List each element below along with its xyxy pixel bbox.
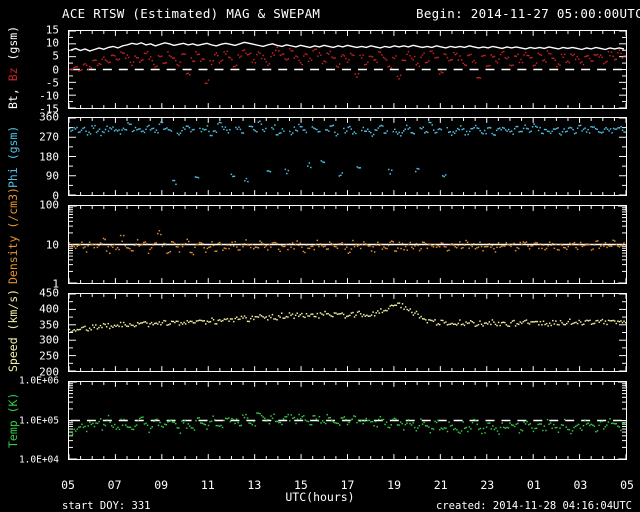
begin-timestamp: Begin: 2014-11-27 05:00:00UTC — [416, 6, 640, 21]
ytick-label: 5 — [52, 49, 59, 63]
ytick-label: -5 — [45, 76, 59, 90]
yaxis-label-4: Speed (km/s) — [6, 288, 20, 372]
xtick-label: 09 — [154, 478, 169, 492]
created-timestamp: created: 2014-11-28 04:16:04UTC — [436, 500, 632, 512]
ytick-label: -10 — [39, 89, 59, 103]
xtick-label: 19 — [387, 478, 402, 492]
yaxis-label-3: Density (/cm3) — [6, 187, 20, 284]
ytick-labels-1: 15 10 5 0 -5 -10 -15 — [0, 24, 64, 116]
xtick-label: 15 — [293, 478, 308, 492]
chart-title: ACE RTSW (Estimated) MAG & SWEPAM — [62, 6, 321, 21]
ytick-label: 400 — [39, 302, 59, 316]
series-temp — [69, 412, 626, 437]
xtick-label: 05 — [61, 478, 75, 492]
ytick-label: 90 — [45, 169, 59, 183]
ytick-label: 350 — [39, 318, 59, 332]
plot-panel-3 — [68, 205, 627, 284]
ytick-label: 1 — [52, 277, 59, 291]
plot-panel-5 — [68, 381, 627, 460]
series-speed — [69, 302, 626, 333]
plot-area-1 — [69, 31, 626, 108]
series-bt — [70, 41, 625, 52]
ytick-labels-4: 450 400 350 300 250 200 — [0, 287, 64, 379]
ytick-label: 10 — [45, 36, 59, 50]
ytick-label: 10 — [45, 238, 59, 251]
yaxis-label-part: Bz — [6, 67, 20, 82]
series-bz — [69, 46, 626, 85]
ytick-label: 200 — [39, 365, 59, 379]
start-doy-label: start DOY: 331 — [62, 500, 151, 512]
ytick-label: 100 — [39, 198, 59, 212]
xtick-label: 05 — [620, 478, 634, 492]
plot-area-5 — [69, 382, 626, 459]
yaxis-label-part: Bt — [6, 95, 20, 109]
ytick-label: 360 — [39, 110, 59, 124]
series-phi — [69, 120, 626, 186]
plot-panel-1 — [68, 30, 627, 109]
xtick-label: 01 — [526, 478, 541, 492]
xtick-label: 07 — [107, 478, 122, 492]
xtick-label: 11 — [200, 478, 215, 492]
ytick-label: 300 — [39, 333, 59, 347]
plot-panel-2 — [68, 117, 627, 196]
plot-area-4 — [69, 294, 626, 371]
plot-panel-4 — [68, 293, 627, 372]
ytick-labels-2: 360 270 180 90 0 — [0, 111, 64, 203]
ytick-label: 1.0E+04 — [18, 454, 59, 466]
xtick-label: 21 — [433, 478, 448, 492]
ytick-labels-5: 1.0E+06 1.0E+05 1.0E+04 — [0, 376, 64, 466]
yaxis-label-1: Bt, Bz (gsm) — [6, 26, 20, 109]
ytick-label: 0 — [52, 63, 59, 76]
ytick-label: 450 — [39, 286, 59, 300]
ytick-labels-3: 100 10 1 — [0, 199, 64, 291]
xtick-label: 13 — [247, 478, 262, 492]
xaxis-title: UTC(hours) — [285, 490, 355, 504]
ytick-label: 0 — [52, 189, 59, 203]
xtick-label: 23 — [480, 478, 495, 492]
series-density — [69, 229, 626, 256]
xtick-label: 17 — [340, 478, 355, 492]
ytick-label: 270 — [39, 130, 59, 144]
yaxis-label-2: Phi (gsm) — [6, 125, 20, 188]
ytick-label: 1.0E+05 — [18, 415, 59, 426]
plot-area-2 — [69, 118, 626, 195]
ytick-label: 1.0E+06 — [18, 375, 59, 387]
yaxis-label-part: (gsm) — [6, 25, 20, 68]
xtick-label: 03 — [573, 478, 588, 492]
ytick-label: -15 — [39, 102, 59, 116]
ytick-label: 15 — [45, 23, 59, 37]
ytick-label: 250 — [39, 349, 59, 363]
yaxis-label-5: Temp (K) — [6, 392, 20, 449]
yaxis-label-part: , — [6, 81, 20, 96]
plot-area-3 — [69, 206, 626, 283]
ytick-label: 180 — [39, 150, 59, 163]
